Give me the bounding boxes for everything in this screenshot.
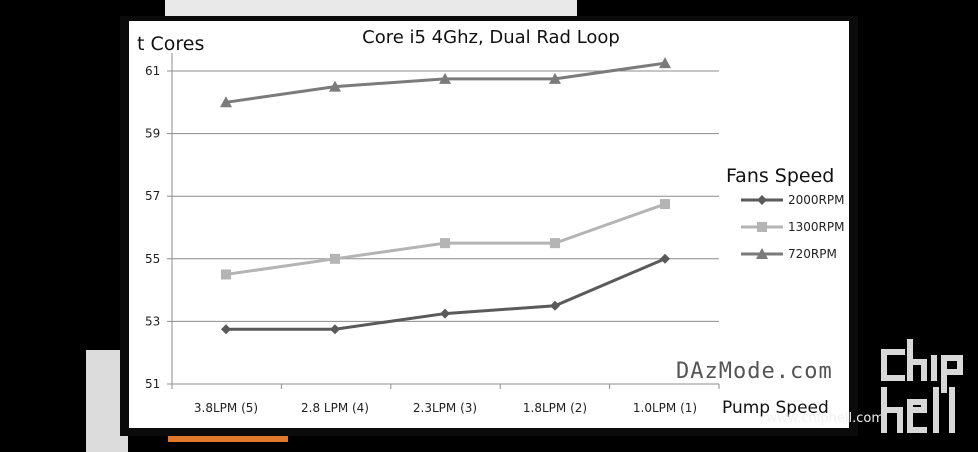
data-point: [440, 308, 450, 319]
series-1300RPM: [221, 199, 670, 280]
legend: 2000RPM 1300RPM 720RPM: [741, 193, 844, 261]
legend-marker: [757, 222, 767, 232]
y-tick-label: 59: [145, 127, 160, 141]
legend-marker: [757, 195, 767, 205]
line-chart: 51 53 55 57 59 61 3.8LPM (5) 2.8 LPM (4) 2.3LPM …: [137, 27, 844, 418]
chart-title: Core i5 4Ghz, Dual Rad Loop: [362, 27, 620, 48]
chiphell-url-watermark: www.chiphell.com: [766, 411, 884, 426]
data-point: [660, 199, 670, 210]
legend-entry: 2000RPM: [788, 193, 844, 207]
data-point: [221, 324, 231, 335]
y-tick-label: 55: [145, 252, 160, 266]
x-tick-label: 1.8LPM (2): [523, 401, 587, 415]
data-point: [439, 72, 451, 84]
legend-marker: [756, 248, 768, 259]
grid-layer: [172, 70, 719, 322]
series-720RPM: [220, 57, 671, 108]
data-point: [329, 80, 341, 92]
background-wall: [165, 0, 577, 20]
x-tick-label: 1.0LPM (1): [633, 401, 697, 415]
legend-entry: 720RPM: [788, 247, 837, 261]
background-orange-object: [168, 434, 288, 442]
data-point: [440, 238, 450, 249]
data-point: [221, 269, 231, 280]
data-point: [549, 72, 561, 84]
series-layer: [220, 57, 671, 335]
y-axis-label: t Cores: [137, 33, 204, 55]
y-tick-label: 57: [145, 189, 160, 203]
y-tick-label: 53: [145, 314, 160, 328]
data-point: [550, 238, 560, 249]
x-tick-label: 2.3LPM (3): [413, 401, 477, 415]
y-tick-label: 51: [145, 377, 160, 391]
x-tick-label: 3.8LPM (5): [194, 401, 258, 415]
data-point: [659, 57, 671, 69]
x-tick-label: 2.8 LPM (4): [301, 401, 369, 415]
dazmode-watermark: DAzMode.com: [676, 359, 833, 384]
x-axis-label: Pump Speed: [722, 398, 829, 418]
y-tick-label: 61: [145, 64, 160, 78]
chart-slide: 51 53 55 57 59 61 3.8LPM (5) 2.8 LPM (4) 2.3LPM …: [129, 21, 849, 428]
legend-title: Fans Speed: [726, 165, 834, 187]
axis-layer: 51 53 55 57 59 61 3.8LPM (5) 2.8 LPM (4) 2.3LPM …: [145, 53, 720, 415]
series-line: [226, 257, 666, 331]
data-point: [330, 253, 340, 264]
data-point: [550, 300, 560, 311]
chiphell-logo-icon: [881, 339, 963, 433]
data-point: [220, 96, 232, 108]
legend-entry: 1300RPM: [788, 220, 844, 234]
data-point: [660, 253, 670, 264]
data-point: [330, 324, 340, 335]
